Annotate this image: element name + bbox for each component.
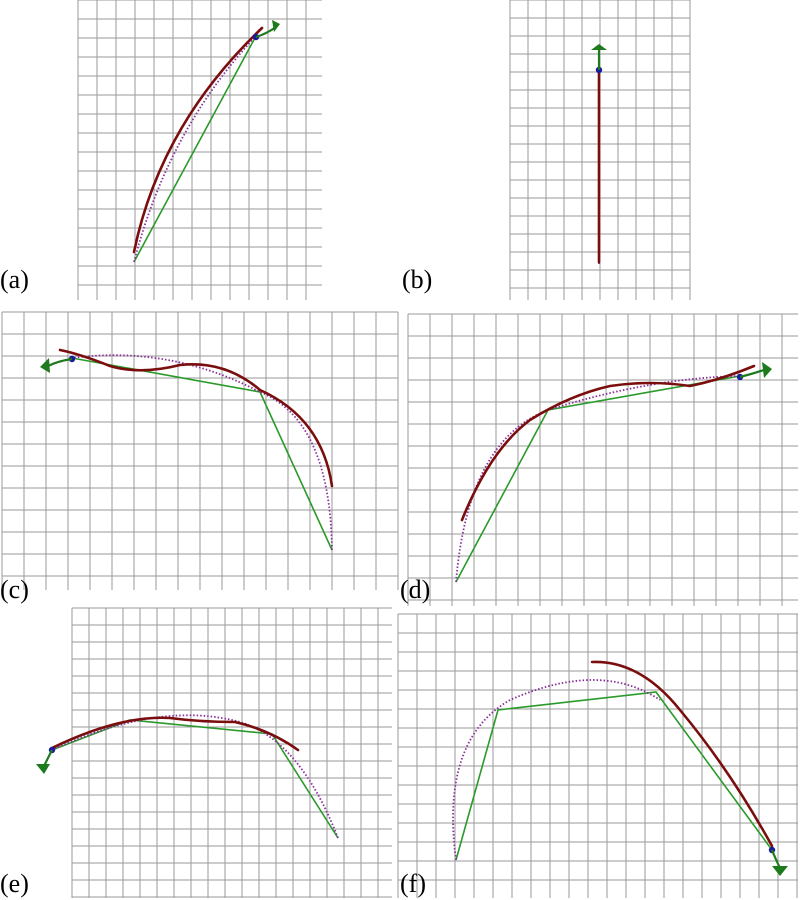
panel-d-label: (d) bbox=[400, 575, 430, 604]
panel-b-tip-frame bbox=[591, 44, 607, 74]
panel-f-arc bbox=[452, 679, 661, 861]
panel-e-label: (e) bbox=[0, 869, 29, 898]
panel-d-segment-links bbox=[455, 375, 741, 583]
panel-c-arrow-head bbox=[40, 358, 50, 373]
panel-e-grid bbox=[71, 607, 392, 898]
panel-e-segment-links bbox=[51, 719, 339, 839]
panel-f-grid bbox=[397, 613, 798, 898]
panel-a-tip-frame bbox=[252, 20, 280, 41]
panel-f-measured-shape bbox=[590, 660, 774, 848]
panel-e-tip-frame bbox=[36, 746, 56, 774]
panel-e: (e) bbox=[0, 607, 392, 898]
panel-a-measured-shape bbox=[132, 26, 264, 254]
panel-a: (a) bbox=[0, 0, 322, 300]
panel-d-arrow-head bbox=[762, 362, 772, 378]
panel-b-label: (b) bbox=[402, 265, 432, 294]
panel-c-frame-axis bbox=[47, 357, 73, 367]
panel-a-grid bbox=[77, 0, 322, 300]
panel-d-grid bbox=[407, 313, 798, 606]
panel-f: (f) bbox=[397, 613, 798, 898]
panel-f-label: (f) bbox=[400, 869, 426, 898]
panel-c-segment-links bbox=[71, 357, 333, 551]
panel-d: (d) bbox=[400, 313, 798, 606]
panel-d-tip-frame bbox=[736, 362, 772, 381]
panel-f-frame-axis bbox=[770, 849, 781, 869]
panel-d-arc bbox=[455, 375, 741, 583]
panel-a-arrow-head bbox=[272, 20, 280, 32]
panel-a-label: (a) bbox=[0, 265, 29, 294]
panel-d-measured-shape bbox=[460, 364, 756, 522]
panel-c-tip-frame bbox=[40, 355, 76, 373]
panel-c-grid bbox=[1, 311, 399, 590]
panel-d-frame-axis bbox=[739, 368, 765, 379]
panel-b-arrow-head bbox=[591, 44, 607, 50]
panel-e-arrow-head bbox=[36, 764, 50, 774]
panel-f-arrow-head bbox=[772, 866, 788, 876]
panel-c-measured-shape bbox=[58, 348, 334, 488]
panel-a-segment-links bbox=[133, 35, 257, 263]
panel-e-measured-shape bbox=[50, 716, 300, 752]
panel-c-label: (c) bbox=[0, 575, 29, 604]
panel-c-arc bbox=[71, 354, 333, 551]
panel-b: (b) bbox=[402, 0, 691, 300]
panel-e-frame-axis bbox=[43, 749, 53, 767]
panel-f-segment-links bbox=[455, 691, 773, 861]
panel-c: (c) bbox=[0, 311, 399, 604]
panel-f-tip-frame bbox=[768, 846, 788, 876]
